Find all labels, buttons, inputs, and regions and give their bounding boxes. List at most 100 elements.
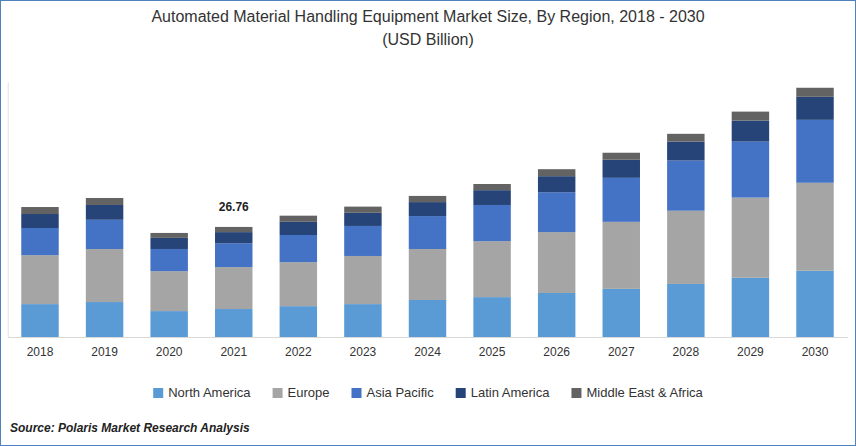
bar-segment (473, 241, 510, 297)
bar-segment (796, 120, 833, 183)
legend-label: Europe (288, 385, 330, 400)
legend-swatch (273, 388, 283, 398)
series-4 (21, 88, 833, 238)
bar-segment (344, 213, 381, 226)
bar-segment (344, 304, 381, 337)
bar-segment (150, 311, 187, 337)
x-tick: 2025 (479, 337, 506, 359)
bar-segment (86, 205, 123, 220)
legend-label: Middle East & Africa (586, 385, 703, 400)
x-tick: 2018 (27, 337, 54, 359)
legend-swatch (352, 388, 362, 398)
source: Source: Polaris Market Research Analysis (10, 421, 250, 435)
x-tick: 2030 (802, 337, 829, 359)
bar-segment (86, 302, 123, 337)
bar-segment (86, 249, 123, 302)
bar-segment (344, 226, 381, 256)
bar-segment (150, 271, 187, 311)
bar-segment (667, 211, 704, 284)
series-1 (21, 183, 833, 311)
bar-segment (280, 216, 317, 222)
bar-segment (215, 227, 252, 232)
x-tick: 2027 (608, 337, 635, 359)
bar-segment (409, 196, 446, 202)
legend-item: Asia Pacific (352, 385, 435, 400)
bar-segment (732, 142, 769, 198)
legend-item: North America (153, 385, 251, 400)
bar-segment (796, 88, 833, 97)
x-tick-label: 2028 (672, 345, 699, 359)
bar-segment (344, 256, 381, 304)
bar-segment (603, 222, 640, 289)
bar-segment (538, 169, 575, 176)
bar-segment (150, 249, 187, 271)
legend: North AmericaEuropeAsia PacificLatin Ame… (153, 385, 703, 400)
series-3 (21, 97, 833, 249)
bar-segment (215, 267, 252, 309)
title: Automated Material Handling Equipment Ma… (151, 8, 704, 25)
x-tick-label: 2030 (802, 345, 829, 359)
legend-item: Middle East & Africa (571, 385, 703, 400)
bar-segment (796, 183, 833, 271)
bar-segment (732, 121, 769, 142)
legend-label: Asia Pacific (367, 385, 435, 400)
bar-segment (215, 309, 252, 337)
bar-segment (732, 198, 769, 278)
bar-segment (603, 153, 640, 160)
x-tick: 2029 (737, 337, 764, 359)
bar-segment (21, 304, 58, 337)
bar-segment (732, 278, 769, 337)
x-tick: 2019 (91, 337, 118, 359)
bar-segment (667, 134, 704, 142)
bar-segment (409, 249, 446, 300)
bar-segment (667, 142, 704, 161)
x-tick: 2022 (285, 337, 312, 359)
bar-segment (280, 235, 317, 262)
legend-swatch (456, 388, 466, 398)
x-tick-label: 2021 (220, 345, 247, 359)
x-axis-line (8, 337, 848, 338)
x-tick-label: 2027 (608, 345, 635, 359)
bar-segment (150, 238, 187, 249)
bar-segment (280, 306, 317, 337)
bar-segment (473, 184, 510, 190)
legend-swatch (571, 388, 581, 398)
bar-segment (538, 293, 575, 337)
bar-segment (86, 220, 123, 249)
bar-segment (21, 228, 58, 255)
series-2 (21, 120, 833, 271)
legend-swatch (153, 388, 163, 398)
bar-segment (538, 176, 575, 192)
bar-segment (409, 216, 446, 249)
bar-segment (603, 289, 640, 337)
bar-segment (667, 284, 704, 337)
bar-segment (21, 207, 58, 214)
bar-segment (538, 232, 575, 293)
x-tick-label: 2023 (350, 345, 377, 359)
legend-label: North America (168, 385, 251, 400)
x-tick: 2023 (350, 337, 377, 359)
bar-segment (732, 112, 769, 121)
bar-segment (603, 178, 640, 222)
bar-segment (280, 262, 317, 306)
frame (1, 1, 856, 446)
x-tick: 2026 (543, 337, 570, 359)
chart: Automated Material Handling Equipment Ma… (0, 0, 856, 446)
x-tick-label: 2029 (737, 345, 764, 359)
annotation: 26.76 (219, 200, 249, 214)
bar-segment (150, 233, 187, 238)
bar-segment (215, 243, 252, 267)
bar-segment (667, 161, 704, 211)
x-tick: 2021 (220, 337, 247, 359)
x-tick-label: 2020 (156, 345, 183, 359)
x-tick-label: 2024 (414, 345, 441, 359)
bar-segment (538, 192, 575, 232)
bar-segment (344, 207, 381, 213)
bar-segment (86, 198, 123, 205)
bar-segment (473, 190, 510, 205)
bar-segment (473, 205, 510, 241)
bar-segment (280, 222, 317, 235)
x-tick: 2020 (156, 337, 183, 359)
y-axis (8, 83, 9, 338)
x-tick-label: 2025 (479, 345, 506, 359)
